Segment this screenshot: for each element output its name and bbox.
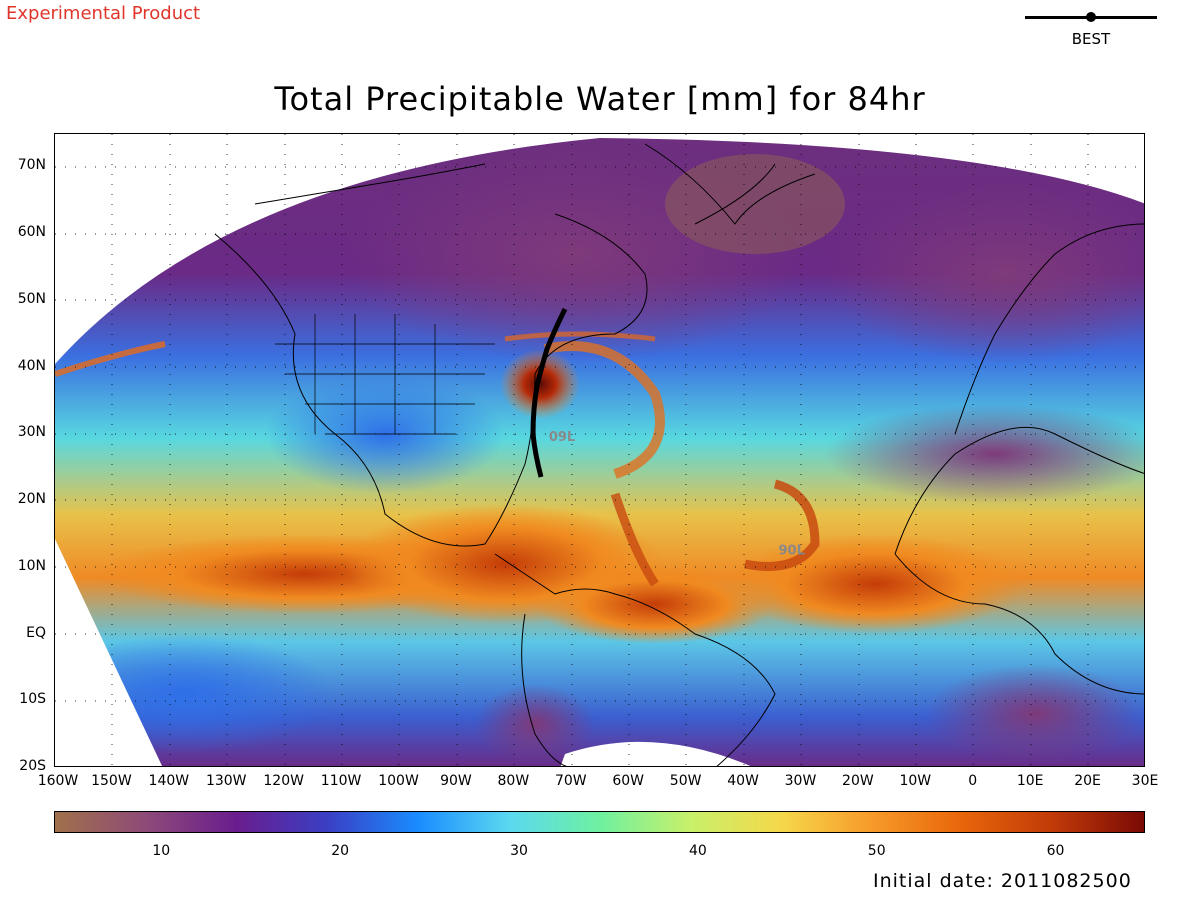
lon-tick-label: 10W: [899, 773, 932, 789]
experimental-product-label: Experimental Product: [6, 3, 201, 24]
lat-tick-label: 40N: [17, 357, 46, 374]
initial-date-label: Initial date: 2011082500: [873, 870, 1132, 892]
lat-tick-label: 20N: [17, 491, 46, 508]
best-track-legend-label: BEST: [1071, 30, 1111, 48]
colorbar-tick-label: 10: [152, 843, 171, 859]
colorbar-tick-label: 30: [510, 843, 528, 859]
lon-tick-label: 90W: [440, 773, 472, 789]
lat-tick-label: 70N: [17, 157, 46, 174]
storm-labels: 09L 90L: [549, 430, 805, 558]
lon-tick-label: 30E: [1131, 773, 1159, 789]
lat-tick-label: 10S: [19, 691, 46, 708]
lon-tick-label: 40W: [727, 773, 759, 789]
state-borders: [275, 314, 495, 435]
lon-tick-label: 70W: [554, 773, 587, 789]
lon-tick-label: 150W: [91, 773, 132, 789]
lon-tick-label: 110W: [320, 773, 362, 789]
map-canvas: 09L 90L: [55, 134, 1144, 766]
lon-tick-label: 120W: [263, 773, 304, 789]
lon-tick-label: 30W: [784, 773, 817, 789]
lon-tick-label: 50W: [669, 773, 702, 789]
lon-tick-label: 20E: [1074, 773, 1101, 789]
coastlines: [214, 143, 1144, 766]
lon-tick-label: 80W: [497, 773, 530, 789]
lon-tick-label: 130W: [205, 773, 247, 789]
best-track: [530, 307, 568, 478]
model-domain: [55, 138, 1144, 766]
storm-label: 09L: [549, 430, 575, 445]
colorbar-tick-label: 20: [331, 843, 350, 859]
colorbar-tick-label: 40: [688, 843, 707, 859]
lon-tick-label: 160W: [37, 773, 79, 789]
lat-tick-label: 30N: [17, 424, 46, 441]
colorbar-tick-label: 60: [1046, 843, 1065, 859]
lon-tick-label: 100W: [378, 773, 419, 789]
colorbar-tick-label: 50: [867, 843, 886, 859]
map-title: Total Precipitable Water [mm] for 84hr: [274, 80, 926, 118]
lat-tick-label: 20S: [19, 758, 46, 774]
lat-tick-label: 10N: [17, 557, 46, 574]
precipitable-water-map: 09L 90L: [54, 133, 1145, 767]
lon-tick-label: 10E: [1016, 773, 1044, 789]
best-track-dot-icon: [1086, 12, 1096, 22]
colorbar: [54, 811, 1145, 833]
lat-tick-label: EQ: [26, 624, 46, 641]
lon-tick-label: 0: [968, 773, 978, 789]
lon-tick-label: 20W: [842, 773, 874, 789]
best-track-legend: BEST: [1025, 8, 1157, 50]
lon-tick-label: 140W: [148, 773, 190, 789]
lat-tick-label: 60N: [17, 224, 46, 241]
lat-tick-label: 50N: [17, 290, 46, 307]
storm-label: 90L: [779, 543, 805, 558]
lon-tick-label: 60W: [612, 773, 645, 789]
